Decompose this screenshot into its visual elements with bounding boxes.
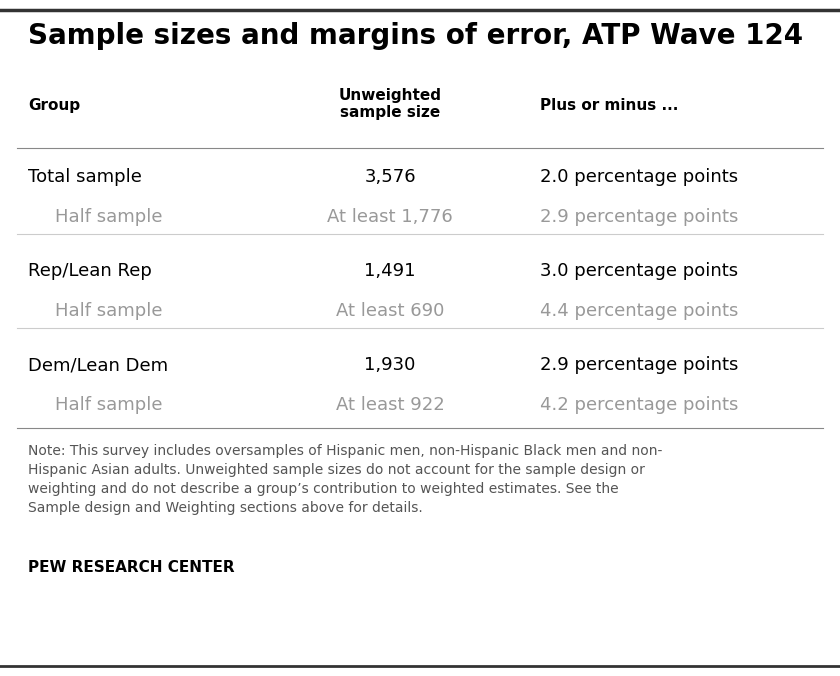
Text: At least 690: At least 690 xyxy=(336,302,444,320)
Text: 3.0 percentage points: 3.0 percentage points xyxy=(540,262,738,280)
Text: Dem/Lean Dem: Dem/Lean Dem xyxy=(28,356,168,374)
Text: Hispanic Asian adults. Unweighted sample sizes do not account for the sample des: Hispanic Asian adults. Unweighted sample… xyxy=(28,463,645,477)
Text: 2.9 percentage points: 2.9 percentage points xyxy=(540,356,738,374)
Text: Half sample: Half sample xyxy=(55,302,162,320)
Text: Rep/Lean Rep: Rep/Lean Rep xyxy=(28,262,152,280)
Text: 3,576: 3,576 xyxy=(365,168,416,186)
Text: Group: Group xyxy=(28,98,80,113)
Text: Plus or minus ...: Plus or minus ... xyxy=(540,98,679,113)
Text: Unweighted
sample size: Unweighted sample size xyxy=(339,88,442,120)
Text: Total sample: Total sample xyxy=(28,168,142,186)
Text: 4.2 percentage points: 4.2 percentage points xyxy=(540,396,738,414)
Text: 1,491: 1,491 xyxy=(365,262,416,280)
Text: Half sample: Half sample xyxy=(55,208,162,226)
Text: 1,930: 1,930 xyxy=(365,356,416,374)
Text: weighting and do not describe a group’s contribution to weighted estimates. See : weighting and do not describe a group’s … xyxy=(28,482,618,496)
Text: At least 1,776: At least 1,776 xyxy=(327,208,453,226)
Text: Note: This survey includes oversamples of Hispanic men, non-Hispanic Black men a: Note: This survey includes oversamples o… xyxy=(28,444,663,458)
Text: 4.4 percentage points: 4.4 percentage points xyxy=(540,302,738,320)
Text: 2.9 percentage points: 2.9 percentage points xyxy=(540,208,738,226)
Text: Sample design and Weighting sections above for details.: Sample design and Weighting sections abo… xyxy=(28,501,423,515)
Text: 2.0 percentage points: 2.0 percentage points xyxy=(540,168,738,186)
Text: At least 922: At least 922 xyxy=(336,396,444,414)
Text: PEW RESEARCH CENTER: PEW RESEARCH CENTER xyxy=(28,560,234,575)
Text: Sample sizes and margins of error, ATP Wave 124: Sample sizes and margins of error, ATP W… xyxy=(28,22,803,50)
Text: Half sample: Half sample xyxy=(55,396,162,414)
